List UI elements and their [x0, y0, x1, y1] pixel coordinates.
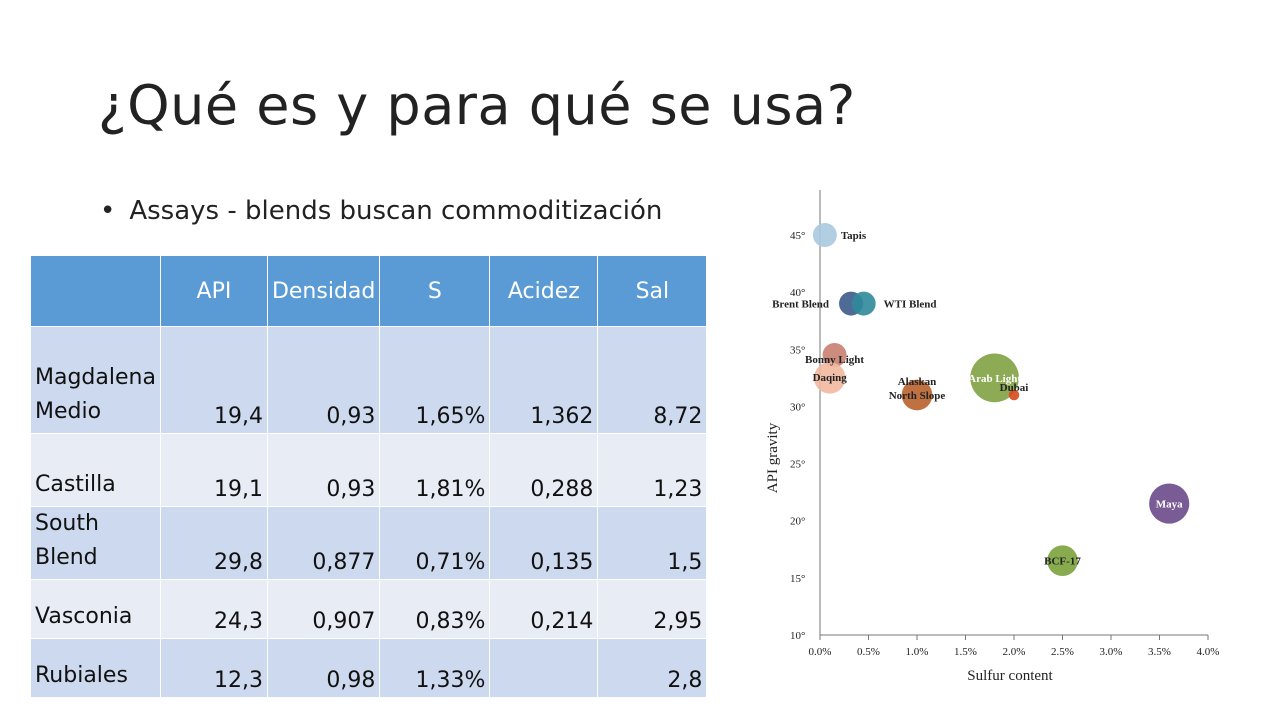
- bubble-bcf-17: [1047, 545, 1078, 577]
- crude-name-cell: Rubiales: [30, 638, 161, 699]
- bubble-label: Alaskan: [898, 376, 937, 388]
- x-tick-label: 2.5%: [1051, 646, 1074, 658]
- y-axis-label: API gravity: [765, 422, 781, 493]
- sulfur-api-bubble-chart: 0.0% 0.5% 1.0% 1.5% 2.0% 2.5% 3.0% 3.5% 4.0% 10° 1…: [765, 190, 1219, 684]
- y-tick-label: 30°: [790, 401, 805, 413]
- y-tick-label: 15°: [790, 573, 805, 585]
- densidad-cell: 0,93: [266, 433, 381, 507]
- bullet-text: Assays - blends buscan commoditización: [129, 196, 663, 226]
- bubble-label: WTI Blend: [884, 299, 937, 311]
- acidez-cell: 0,288: [489, 433, 599, 507]
- bullet-icon: •: [100, 196, 116, 226]
- sulfur-cell: 1,65%: [379, 326, 491, 434]
- crude-name-cell: Castilla: [30, 433, 161, 507]
- crude-name-cell: Magdalena Medio: [30, 326, 161, 434]
- bubble-daqing: [813, 362, 846, 394]
- x-tick-label: 2.0%: [1003, 646, 1026, 658]
- bubble-label: Bonny Light: [805, 354, 864, 366]
- y-tick-label: 10°: [790, 630, 805, 642]
- bullet-point: • Assays - blends buscan commoditización: [100, 196, 662, 226]
- bubble-label: Tapis: [841, 230, 867, 242]
- crude-name-cell: South Blend: [30, 505, 161, 581]
- chart-axes: 0.0% 0.5% 1.0% 1.5% 2.0% 2.5% 3.0% 3.5% 4.0% 10° 1…: [790, 190, 1219, 658]
- x-tick-label: 0.0%: [809, 646, 832, 658]
- acidez-cell: [489, 638, 599, 699]
- bubble-alaskan-north-slope: [901, 379, 933, 411]
- header-cell-sal: Sal: [597, 255, 708, 327]
- bubble-label: North Slope: [889, 390, 946, 402]
- sulfur-cell: 1,33%: [379, 638, 491, 699]
- sal-cell: 8,72: [597, 326, 708, 434]
- api-cell: 24,3: [159, 579, 268, 640]
- y-tick-label: 40°: [790, 287, 805, 299]
- bubble-label: Maya: [1156, 499, 1183, 511]
- densidad-cell: 0,98: [266, 638, 381, 699]
- bubble-arab-light: [970, 353, 1019, 403]
- table-row: Magdalena Medio 19,4 0,93 1,65% 1,362 8,…: [30, 326, 708, 434]
- crude-assay-table: API Densidad S Acidez Sal Magdalena Medi…: [30, 255, 708, 699]
- bubble-label: Brent Blend: [772, 299, 829, 311]
- bubble-label: Daqing: [813, 372, 848, 384]
- x-tick-label: 0.5%: [857, 646, 880, 658]
- x-tick-label: 1.5%: [954, 646, 977, 658]
- sulfur-cell: 0,71%: [379, 505, 491, 581]
- chart-bubble-labels: Tapis Brent Blend WTI Blend Bonny Light Daqi…: [772, 230, 1183, 568]
- sal-cell: 2,95: [597, 579, 708, 640]
- slide-title: ¿Qué es y para qué se usa?: [98, 74, 856, 137]
- header-cell-api: API: [159, 255, 268, 327]
- x-tick-label: 3.5%: [1148, 646, 1171, 658]
- y-tick-label: 25°: [790, 459, 805, 471]
- bubble-label: Arab Light: [968, 373, 1021, 385]
- densidad-cell: 0,93: [266, 326, 381, 434]
- bubble-wti-blend: [851, 291, 876, 316]
- table-header-row: API Densidad S Acidez Sal: [30, 255, 708, 327]
- y-tick-label: 45°: [790, 230, 805, 242]
- sal-cell: 2,8: [597, 638, 708, 699]
- header-cell-acidez: Acidez: [489, 255, 599, 327]
- x-axis-label: Sulfur content: [967, 668, 1053, 684]
- api-cell: 12,3: [159, 638, 268, 699]
- x-tick-label: 1.0%: [906, 646, 929, 658]
- bubble-maya: [1149, 483, 1190, 524]
- header-cell-s: S: [379, 255, 491, 327]
- acidez-cell: 0,214: [489, 579, 599, 640]
- table-row: Castilla 19,1 0,93 1,81% 0,288 1,23: [30, 433, 708, 507]
- table-row: Rubiales 12,3 0,98 1,33% 2,8: [30, 638, 708, 699]
- y-tick-label: 35°: [790, 344, 805, 356]
- densidad-cell: 0,877: [266, 505, 381, 581]
- api-cell: 29,8: [159, 505, 268, 581]
- api-cell: 19,1: [159, 433, 268, 507]
- table-row: Vasconia 24,3 0,907 0,83% 0,214 2,95: [30, 579, 708, 640]
- sulfur-cell: 0,83%: [379, 579, 491, 640]
- header-cell-empty: [30, 255, 161, 327]
- sulfur-cell: 1,81%: [379, 433, 491, 507]
- api-cell: 19,4: [159, 326, 268, 434]
- bubble-label: BCF-17: [1044, 556, 1081, 568]
- sal-cell: 1,5: [597, 505, 708, 581]
- header-cell-densidad: Densidad: [266, 255, 381, 327]
- bubble-bonny-light: [822, 343, 847, 367]
- chart-bubbles: [812, 223, 1190, 577]
- sal-cell: 1,23: [597, 433, 708, 507]
- acidez-cell: 1,362: [489, 326, 599, 434]
- crude-name-cell: Vasconia: [30, 579, 161, 640]
- densidad-cell: 0,907: [266, 579, 381, 640]
- x-tick-label: 4.0%: [1197, 646, 1220, 658]
- bubble-label: Dubai: [1000, 382, 1029, 394]
- acidez-cell: 0,135: [489, 505, 599, 581]
- y-tick-label: 20°: [790, 516, 805, 528]
- bubble-tapis: [812, 223, 837, 247]
- bubble-dubai: [1008, 389, 1020, 401]
- table-row: South Blend 29,8 0,877 0,71% 0,135 1,5: [30, 505, 708, 581]
- x-tick-label: 3.0%: [1100, 646, 1123, 658]
